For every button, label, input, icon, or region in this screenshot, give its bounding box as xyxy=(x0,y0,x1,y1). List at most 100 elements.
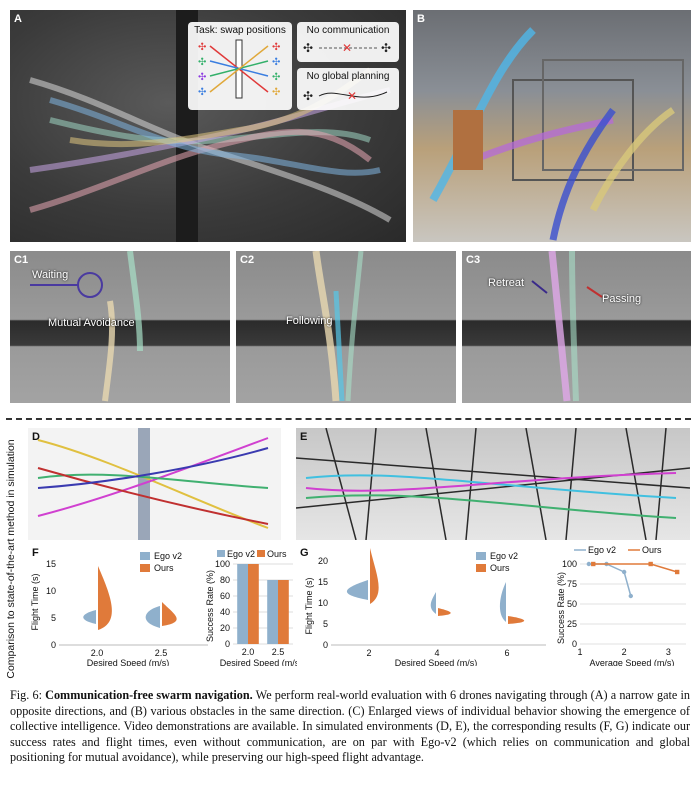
c3-trajectories xyxy=(531,251,603,402)
panel-label-d: D xyxy=(32,431,40,443)
caption-title: Communication-free swarm navigation. xyxy=(45,688,253,702)
panel-c2-photo: C2 Following xyxy=(236,251,456,403)
g-line-series-ego xyxy=(588,563,632,597)
g-line-point-ego xyxy=(621,569,627,575)
panel-b-photo: B xyxy=(413,10,691,242)
g-line-ytick: 75 xyxy=(567,579,577,589)
g-line-xtick: 2 xyxy=(622,647,627,657)
g-violin-legend-ego: Ego v2 xyxy=(490,551,518,561)
following-callout: Following xyxy=(286,315,333,327)
f-bar-legend-ours-swatch xyxy=(257,550,265,557)
chart-g-violin: G Flight Time (s) 0 5 10 15 20 2 4 6 Des… xyxy=(300,547,546,666)
f-bar-ytick: 80 xyxy=(220,575,230,585)
section-divider xyxy=(6,418,691,420)
chart-f-violin: F Flight Time (s) 0 5 10 15 2.0 2.5 Desi… xyxy=(30,547,208,666)
g-line-ytick: 25 xyxy=(567,619,577,629)
g-violin-ytick-3: 15 xyxy=(318,577,328,587)
g-violin-xlabel: Desired Speed (m/s) xyxy=(395,658,478,666)
panel-label-a: A xyxy=(14,13,22,25)
panel-d-sim: D xyxy=(28,428,281,540)
g-violin-xtick-2: 6 xyxy=(504,648,509,658)
f-bar-ylabel: Success Rate (%) xyxy=(205,570,215,642)
f-bar-legend-ours: Ours xyxy=(267,549,287,559)
f-bar-ytick: 60 xyxy=(220,591,230,601)
panel-label-g: G xyxy=(300,547,309,559)
retreat-callout: Retreat xyxy=(488,277,525,289)
panel-c1-photo: C1 Waiting Mutual Avoidance xyxy=(10,251,230,403)
g-line-point-ours xyxy=(674,569,680,575)
side-label: Comparison to state-of-the-art method in… xyxy=(5,439,17,679)
f-violin-xlabel: Desired Speed (m/s) xyxy=(87,658,170,666)
f-violin-legend-ego: Ego v2 xyxy=(154,551,182,561)
f-violin-ytick-0: 0 xyxy=(51,640,56,650)
g-violin-xtick-0: 2 xyxy=(366,648,371,658)
swarm-trajectories-b xyxy=(429,27,684,241)
f-bar-legend-ego: Ego v2 xyxy=(227,549,255,559)
sim-forest-e xyxy=(296,428,690,540)
caption-fig-number: Fig. 6: xyxy=(10,688,42,702)
no-communication-legend: No communication ✣ ✕ ✣ xyxy=(297,22,399,62)
panel-c3-photo: C3 Retreat Passing xyxy=(462,251,691,403)
g-violin-xtick-1: 4 xyxy=(434,648,439,658)
no-global-planning-label: No global planning xyxy=(306,71,390,82)
g-violin-ylabel: Flight Time (s) xyxy=(304,577,314,634)
f-violin-ytick-2: 10 xyxy=(46,586,56,596)
svg-text:✕: ✕ xyxy=(347,89,357,103)
f-bar-ytick: 20 xyxy=(220,623,230,633)
no-communication-icon: ✣ ✕ ✣ xyxy=(303,41,391,55)
g-violin-ego-2 xyxy=(430,592,436,614)
svg-text:✣: ✣ xyxy=(303,89,313,103)
sim-trajectories-d xyxy=(37,428,269,540)
f-bar-ego-2.5 xyxy=(267,580,278,644)
f-bar-xtick: 2.0 xyxy=(242,647,255,657)
f-violin-ego-2 xyxy=(145,606,160,628)
waiting-callout: Waiting xyxy=(32,269,69,281)
task-legend: Task: swap positions ✣ ✣ ✣ ✣ ✣ ✣ ✣ ✣ xyxy=(188,22,292,110)
svg-text:✣: ✣ xyxy=(272,87,280,98)
g-violin-ego-3 xyxy=(499,582,506,622)
g-violin-legend-ours: Ours xyxy=(490,563,510,573)
panel-label-b: B xyxy=(417,13,425,25)
g-line-xtick: 1 xyxy=(577,647,582,657)
f-violin-ours-2 xyxy=(162,602,177,626)
no-communication-label: No communication xyxy=(306,25,390,36)
f-violin-xtick-0: 2.0 xyxy=(91,648,104,658)
svg-text:✣: ✣ xyxy=(198,42,206,53)
g-violin-ytick-2: 10 xyxy=(318,598,328,608)
chart-f-bar: Success Rate (%) 0 20 40 60 80 100 2.0 2.5 Des… xyxy=(205,549,297,666)
f-bar-ytick: 100 xyxy=(215,559,230,569)
g-line-point-ours xyxy=(591,561,596,567)
no-global-planning-icon: ✣ ✕ xyxy=(303,89,388,103)
svg-text:✕: ✕ xyxy=(342,41,352,55)
panel-label-c3: C3 xyxy=(466,254,481,266)
mutual-avoidance-callout: Mutual Avoidance xyxy=(48,317,135,329)
g-line-ylabel: Success Rate (%) xyxy=(556,572,566,644)
c1-trajectories xyxy=(30,251,143,402)
svg-text:✣: ✣ xyxy=(272,57,280,68)
f-bar-legend-ego-swatch xyxy=(217,550,225,557)
panel-e-sim: E xyxy=(296,428,690,540)
f-violin-ylabel: Flight Time (s) xyxy=(30,573,40,630)
f-violin-xtick-1: 2.5 xyxy=(155,648,168,658)
svg-text:✣: ✣ xyxy=(198,57,206,68)
panel-label-f: F xyxy=(32,547,39,559)
g-violin-ego-1 xyxy=(346,580,368,600)
f-bar-xlabel: Desired Speed (m/s) xyxy=(220,658,297,666)
g-line-legend-ours: Ours xyxy=(642,545,662,555)
g-violin-ytick-0: 0 xyxy=(323,640,328,650)
panel-label-c1: C1 xyxy=(14,254,29,266)
f-bar-ytick: 0 xyxy=(225,639,230,649)
f-violin-ytick-3: 15 xyxy=(46,559,56,569)
g-line-point-ego xyxy=(628,593,633,599)
g-line-ytick: 50 xyxy=(567,599,577,609)
task-legend-title: Task: swap positions xyxy=(194,25,286,36)
f-violin-legend-ego-swatch xyxy=(140,552,150,560)
g-line-point-ego xyxy=(586,561,592,567)
g-violin-legend-ego-swatch xyxy=(476,552,486,560)
svg-text:✣: ✣ xyxy=(198,87,206,98)
caption-body: We perform real-world evaluation with 6 … xyxy=(10,688,690,764)
f-violin-ytick-1: 5 xyxy=(51,613,56,623)
g-line-legend-ego: Ego v2 xyxy=(588,545,616,555)
panel-label-c2: C2 xyxy=(240,254,255,266)
f-violin-ours-1 xyxy=(98,566,112,630)
